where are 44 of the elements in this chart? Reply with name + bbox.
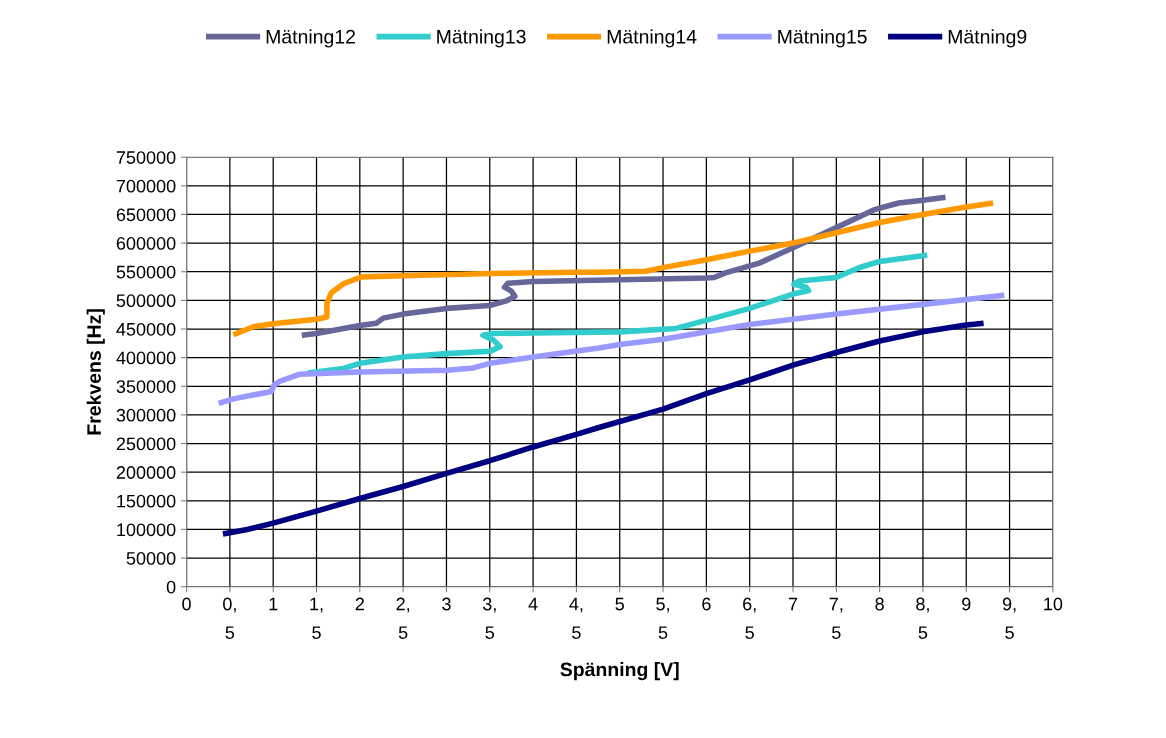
x-tick-label: 0, 5 — [223, 597, 236, 639]
y-tick-label: 350000 — [116, 380, 176, 393]
legend-label: Mätning12 — [266, 29, 355, 48]
x-tick-label: 8, 5 — [916, 597, 929, 639]
legend-label: Mätning9 — [948, 29, 1027, 48]
x-tick-label: 9, 5 — [1002, 597, 1016, 639]
x-tick-label: 0 — [182, 597, 191, 611]
y-tick-label: 500000 — [116, 294, 176, 308]
legend-label: Mätning15 — [778, 29, 867, 48]
x-tick-label: 2 — [355, 597, 364, 611]
y-tick-label: 250000 — [116, 437, 176, 451]
x-tick-label: 3 — [442, 597, 451, 611]
y-tick-label: 200000 — [116, 466, 176, 479]
x-tick-label: 1 — [269, 597, 278, 611]
x-tick-label: 7, 5 — [829, 597, 843, 639]
x-axis-title: Spänning [V] — [560, 662, 679, 681]
y-tick-label: 300000 — [116, 408, 176, 422]
y-tick-label: 50000 — [126, 552, 176, 565]
y-tick-label: 0 — [166, 580, 176, 594]
y-tick-label: 750000 — [116, 151, 176, 164]
x-tick-label: 10 — [1044, 597, 1063, 611]
x-tick-label: 5, 5 — [656, 597, 669, 639]
x-tick-label: 6 — [702, 597, 711, 611]
y-tick-label: 550000 — [116, 265, 176, 279]
x-tick-label: 1, 5 — [310, 597, 323, 639]
x-tick-label: 7 — [788, 597, 798, 611]
y-tick-label: 450000 — [116, 322, 176, 336]
x-tick-label: 3, 5 — [482, 597, 496, 639]
y-tick-label: 150000 — [117, 494, 176, 508]
y-tick-label: 400000 — [116, 351, 176, 365]
y-tick-label: 600000 — [116, 237, 176, 250]
legend-label: Mätning13 — [437, 29, 526, 48]
x-tick-label: 5 — [615, 597, 624, 611]
x-tick-label: 9 — [962, 597, 971, 611]
x-tick-label: 4, 5 — [569, 597, 583, 639]
x-tick-label: 2, 5 — [396, 597, 410, 639]
y-axis-title: Frekvens [Hz] — [86, 309, 105, 435]
legend-label: Mätning14 — [607, 29, 697, 48]
y-tick-label: 650000 — [116, 208, 176, 222]
x-tick-label: 4 — [528, 597, 538, 611]
y-tick-label: 700000 — [116, 179, 176, 193]
y-tick-label: 100000 — [117, 523, 176, 537]
x-tick-label: 8 — [875, 597, 884, 611]
x-tick-label: 6, 5 — [743, 597, 756, 639]
